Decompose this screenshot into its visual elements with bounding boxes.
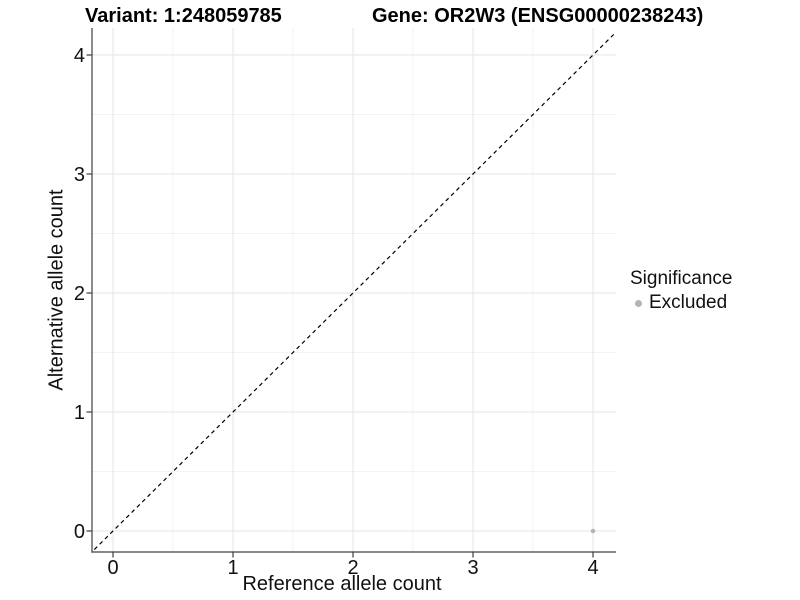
legend-point-icon [635,299,642,307]
y-tick-label: 4 [74,45,85,67]
legend-item-label: Excluded [649,292,728,313]
y-axis-title: Alternative allele count [45,189,68,391]
plot-title-gene: Gene: OR2W3 (ENSG00000238243) [372,5,704,27]
x-tick-label: 0 [107,557,118,579]
plot-title-variant: Variant: 1:248059785 [85,5,282,27]
y-tick-label: 1 [74,402,85,424]
y-tick-label: 2 [74,283,85,305]
legend-title: Significance [630,268,733,289]
identity-line [92,31,616,552]
y-tick-label: 0 [74,521,85,543]
x-tick-label: 2 [347,557,358,579]
x-tick-label: 3 [467,557,478,579]
x-tick-label: 1 [227,557,238,579]
x-axis-title: Reference allele count [242,573,442,595]
x-tick-label: 4 [587,557,598,579]
legend-item-excluded: Excluded [628,292,732,314]
data-point [590,528,596,534]
y-tick-label: 3 [74,164,85,186]
legend: Significance Excluded [628,266,732,314]
